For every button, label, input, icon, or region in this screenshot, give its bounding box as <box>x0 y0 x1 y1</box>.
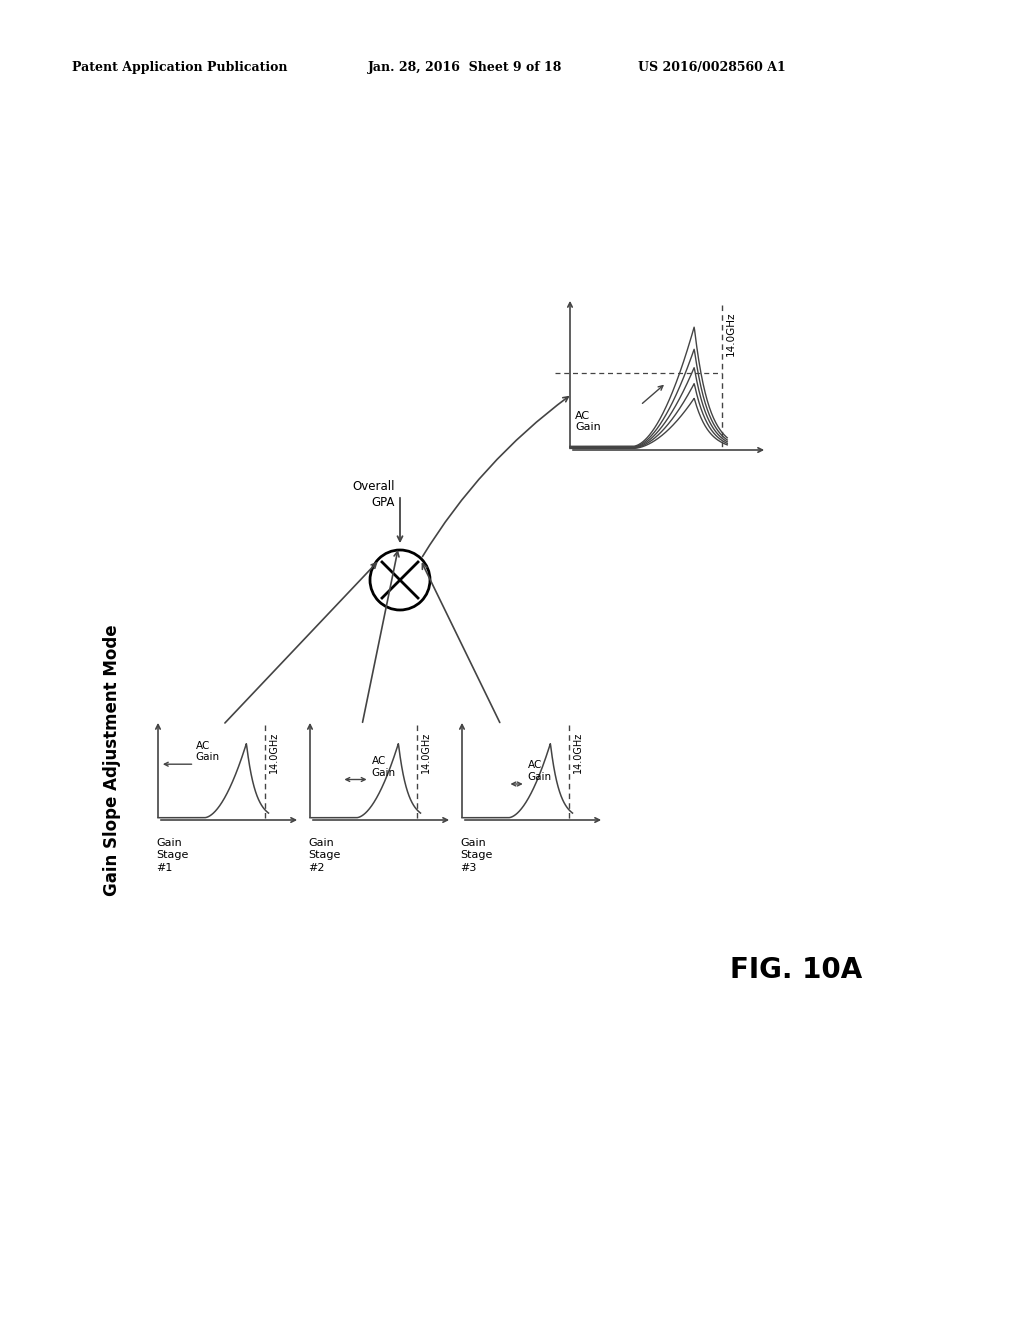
Text: AC
Gain: AC Gain <box>527 760 552 781</box>
Text: Gain
Stage
#3: Gain Stage #3 <box>460 838 493 873</box>
Text: 14.0GHz: 14.0GHz <box>726 312 735 356</box>
Text: Gain
Stage
#1: Gain Stage #1 <box>156 838 188 873</box>
Text: Patent Application Publication: Patent Application Publication <box>72 62 288 74</box>
Text: AC
Gain: AC Gain <box>372 756 395 777</box>
Text: 14.0GHz: 14.0GHz <box>421 733 431 774</box>
Text: Jan. 28, 2016  Sheet 9 of 18: Jan. 28, 2016 Sheet 9 of 18 <box>368 62 562 74</box>
Text: Gain
Stage
#2: Gain Stage #2 <box>308 838 340 873</box>
Text: Gain Slope Adjustment Mode: Gain Slope Adjustment Mode <box>103 624 121 896</box>
Text: Overall
GPA: Overall GPA <box>352 480 395 510</box>
Text: FIG. 10A: FIG. 10A <box>730 956 862 983</box>
Text: AC
Gain: AC Gain <box>196 741 220 762</box>
Text: 14.0GHz: 14.0GHz <box>572 733 583 774</box>
Text: US 2016/0028560 A1: US 2016/0028560 A1 <box>638 62 785 74</box>
Text: AC
Gain: AC Gain <box>575 411 601 433</box>
Text: 14.0GHz: 14.0GHz <box>268 733 279 774</box>
